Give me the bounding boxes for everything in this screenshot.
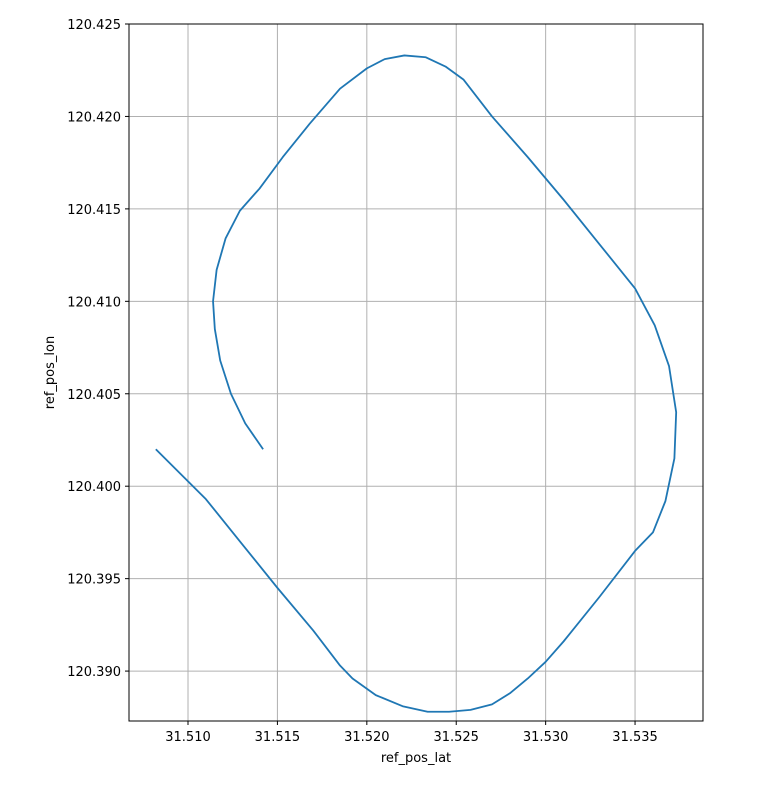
- axis-ticks: 31.510 31.515 31.520 31.525 31.530 31.535 120.…: [67, 18, 658, 745]
- y-tick-label: 120.410: [67, 295, 121, 310]
- x-tick-label: 31.510: [165, 730, 211, 745]
- plot-frame: [128, 23, 704, 722]
- trajectory-line: [155, 54, 678, 713]
- y-tick-label: 120.395: [67, 573, 121, 588]
- y-tick-label: 120.425: [67, 18, 121, 33]
- x-tick-label: 31.535: [612, 730, 658, 745]
- x-axis-label: ref_pos_lat: [381, 751, 451, 766]
- series-layer: [155, 54, 678, 713]
- y-tick-label: 120.405: [67, 388, 121, 403]
- y-tick-label: 120.415: [67, 203, 121, 218]
- y-tick-label: 120.420: [67, 110, 121, 125]
- x-tick-label: 31.520: [344, 730, 390, 745]
- y-axis-label: ref_pos_lon: [43, 336, 58, 409]
- y-tick-label: 120.390: [67, 665, 121, 680]
- x-tick-label: 31.515: [255, 730, 301, 745]
- x-tick-label: 31.530: [523, 730, 569, 745]
- x-tick-label: 31.525: [433, 730, 479, 745]
- y-tick-label: 120.400: [67, 480, 121, 495]
